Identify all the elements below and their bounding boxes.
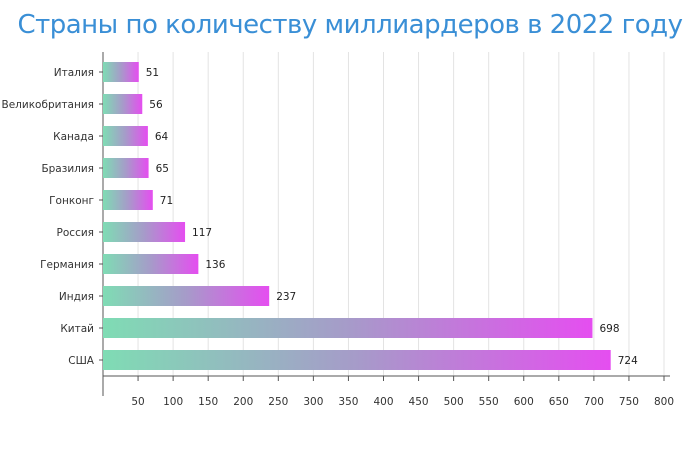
x-tick-label: 450 bbox=[409, 396, 429, 408]
bar bbox=[103, 318, 593, 338]
value-label: 65 bbox=[156, 163, 169, 175]
x-tick-label: 600 bbox=[514, 396, 534, 408]
category-label: США bbox=[68, 355, 95, 367]
value-label: 51 bbox=[146, 67, 159, 79]
x-tick-label: 500 bbox=[444, 396, 464, 408]
x-tick-label: 50 bbox=[131, 396, 144, 408]
bar bbox=[103, 254, 199, 274]
bar bbox=[103, 126, 148, 146]
x-tick-label: 300 bbox=[303, 396, 323, 408]
x-tick-label: 100 bbox=[163, 396, 183, 408]
x-tick-label: 700 bbox=[584, 396, 604, 408]
value-label: 237 bbox=[276, 291, 296, 303]
bar bbox=[103, 350, 611, 370]
x-tick-label: 150 bbox=[198, 396, 218, 408]
value-label: 136 bbox=[205, 259, 225, 271]
category-label: Бразилия bbox=[41, 163, 94, 175]
x-tick-label: 550 bbox=[479, 396, 499, 408]
x-tick-label: 800 bbox=[654, 396, 674, 408]
category-label: Италия bbox=[54, 67, 94, 79]
bar bbox=[103, 94, 143, 114]
x-tick-label: 250 bbox=[268, 396, 288, 408]
chart-title: Страны по количеству миллиардеров в 2022… bbox=[17, 10, 683, 40]
category-label: Индия bbox=[59, 291, 94, 303]
category-label: Канада bbox=[53, 131, 94, 143]
value-label: 724 bbox=[618, 355, 638, 367]
value-label: 117 bbox=[192, 227, 212, 239]
x-tick-label: 750 bbox=[619, 396, 639, 408]
category-label: Великобритания bbox=[2, 99, 95, 111]
bar bbox=[103, 62, 139, 82]
value-label: 71 bbox=[160, 195, 173, 207]
x-tick-label: 350 bbox=[338, 396, 358, 408]
bar bbox=[103, 286, 270, 306]
value-label: 56 bbox=[149, 99, 163, 111]
category-label: Гонконг bbox=[49, 195, 94, 207]
category-label: Китай bbox=[60, 323, 94, 335]
bar bbox=[103, 222, 186, 242]
bar bbox=[103, 190, 153, 210]
category-label: Россия bbox=[57, 227, 94, 239]
x-tick-label: 650 bbox=[549, 396, 569, 408]
bar bbox=[103, 158, 149, 178]
value-label: 698 bbox=[599, 323, 619, 335]
category-label: Германия bbox=[40, 259, 94, 271]
value-label: 64 bbox=[155, 131, 169, 143]
x-tick-label: 200 bbox=[233, 396, 253, 408]
x-tick-label: 400 bbox=[373, 396, 393, 408]
